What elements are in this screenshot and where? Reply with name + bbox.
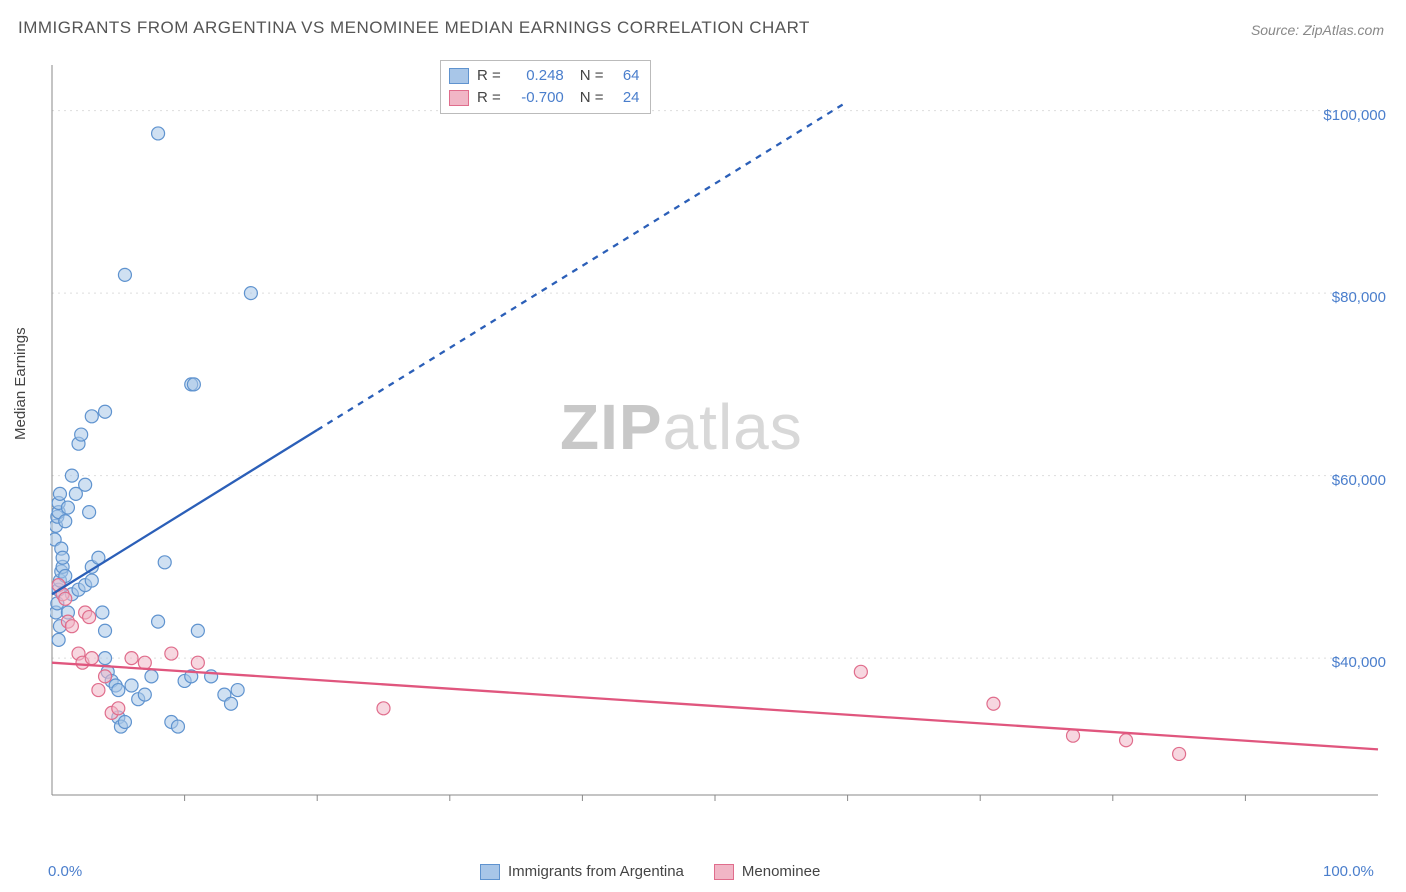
series-legend-item: Immigrants from Argentina: [480, 863, 684, 880]
y-tick-label: $40,000: [1332, 654, 1386, 671]
n-value: 64: [612, 65, 640, 87]
source-attribution: Source: ZipAtlas.com: [1251, 22, 1384, 38]
x-tick-label: 100.0%: [1323, 863, 1374, 880]
legend-swatch: [480, 864, 500, 880]
r-label: R =: [477, 65, 501, 87]
y-tick-label: $80,000: [1332, 289, 1386, 306]
x-tick-label: 0.0%: [48, 863, 82, 880]
r-value: -0.700: [509, 87, 564, 109]
y-tick-label: $100,000: [1323, 107, 1386, 124]
series-legend-label: Menominee: [742, 863, 820, 880]
n-value: 24: [612, 87, 640, 109]
series-legend-label: Immigrants from Argentina: [508, 863, 684, 880]
legend-swatch: [449, 68, 469, 84]
y-tick-label: $60,000: [1332, 472, 1386, 489]
correlation-legend-row: R = 0.248 N = 64: [449, 65, 640, 87]
r-value: 0.248: [509, 65, 564, 87]
legend-swatch: [714, 864, 734, 880]
chart-title: IMMIGRANTS FROM ARGENTINA VS MENOMINEE M…: [18, 18, 810, 38]
series-legend-item: Menominee: [714, 863, 820, 880]
y-axis-label: Median Earnings: [12, 327, 29, 440]
scatter-plot: [50, 55, 1380, 825]
legend-swatch: [449, 90, 469, 106]
n-label: N =: [580, 65, 604, 87]
correlation-legend-row: R = -0.700 N = 24: [449, 87, 640, 109]
series-legend: Immigrants from Argentina Menominee: [480, 863, 820, 880]
n-label: N =: [580, 87, 604, 109]
correlation-legend: R = 0.248 N = 64 R = -0.700 N = 24: [440, 60, 651, 114]
r-label: R =: [477, 87, 501, 109]
